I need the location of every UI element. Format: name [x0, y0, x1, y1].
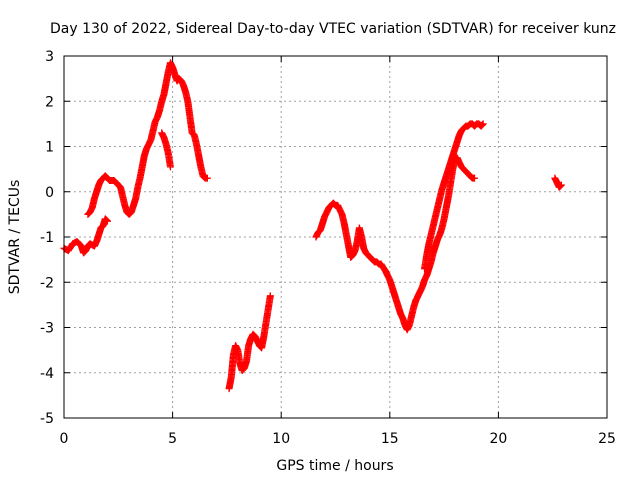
- chart-title: Day 130 of 2022, Sidereal Day-to-day VTE…: [50, 21, 616, 37]
- data-point: [103, 217, 111, 225]
- data-series: [412, 154, 479, 304]
- x-tick-label: 20: [489, 431, 507, 447]
- y-tick-label: 2: [45, 94, 54, 110]
- data-point: [102, 216, 110, 224]
- y-axis: -5 -4 -3 -2 -1 0 1 2 3: [40, 49, 607, 427]
- data-series: [84, 59, 211, 218]
- x-tick-label: 25: [598, 431, 616, 447]
- y-tick-label: 1: [45, 140, 54, 156]
- data-point: [478, 121, 486, 129]
- x-axis: 0 5 10 15 20 25: [60, 56, 616, 447]
- y-tick-label: -5: [40, 411, 54, 427]
- data-points: [60, 59, 565, 393]
- data-point: [166, 163, 174, 171]
- x-tick-label: 15: [381, 431, 399, 447]
- data-point: [266, 292, 274, 300]
- data-point: [471, 174, 479, 182]
- data-point: [478, 121, 486, 129]
- y-tick-label: 0: [45, 185, 54, 201]
- x-tick-label: 10: [272, 431, 290, 447]
- data-point: [557, 181, 565, 189]
- data-series: [225, 292, 274, 393]
- data-series: [377, 260, 420, 334]
- data-point: [103, 216, 111, 224]
- x-axis-label: GPS time / hours: [276, 458, 393, 474]
- x-tick-label: 5: [168, 431, 177, 447]
- data-point: [556, 182, 564, 190]
- data-series: [60, 215, 111, 257]
- grid-lines: [64, 56, 607, 418]
- data-point: [203, 174, 211, 182]
- data-series: [312, 199, 385, 268]
- data-series: [551, 174, 565, 191]
- data-point: [479, 120, 487, 128]
- x-tick-label: 0: [60, 431, 69, 447]
- y-tick-label: -4: [40, 366, 54, 382]
- y-axis-label: SDTVAR / TECUs: [7, 180, 23, 295]
- y-tick-label: -1: [40, 230, 54, 246]
- y-tick-label: -3: [40, 321, 54, 337]
- data-series: [421, 120, 487, 273]
- data-series: [158, 129, 174, 171]
- data-point: [557, 182, 565, 190]
- y-tick-label: 3: [45, 49, 54, 65]
- y-tick-label: -2: [40, 275, 54, 291]
